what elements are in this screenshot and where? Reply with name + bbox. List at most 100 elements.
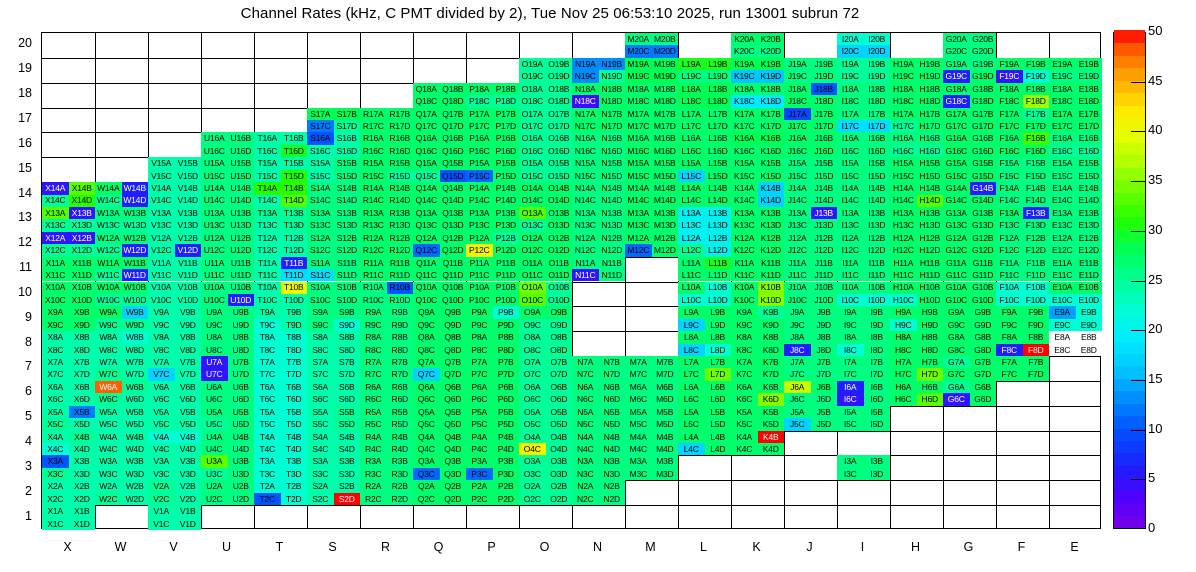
channel-V2D: V2D [174, 492, 201, 506]
heatmap-cell-Q9: Q9A Q9B Q9C Q9D [413, 306, 466, 332]
channel-E18C: E18C [1049, 95, 1076, 108]
channel-Q16D: Q16D [439, 144, 466, 158]
heatmap-cell-J10: J10A J10B J10C J10D [784, 281, 837, 307]
channel-X5B: X5B [68, 405, 95, 419]
channel-T12D: T12D [280, 244, 307, 257]
channel-M16A: M16A [625, 132, 652, 145]
channel-I11A: I11A [837, 256, 864, 270]
channel-X10A: X10A [42, 281, 69, 294]
heatmap-cell-G9: G9A G9B G9C G9D [943, 306, 996, 332]
channel-M5A: M5A [625, 405, 652, 419]
channel-O10C: O10C [519, 293, 546, 307]
channel-G18D: G18D [969, 95, 996, 108]
channel-V14A: V14A [148, 182, 175, 195]
channel-K15A: K15A [731, 157, 758, 170]
heatmap-cell-R14: R14A R14B R14C R14D [360, 182, 413, 207]
colorbar-band [1114, 514, 1145, 528]
channel-K9B: K9B [757, 306, 784, 319]
channel-O6B: O6B [545, 380, 572, 394]
channel-J8C: J8C [784, 343, 811, 357]
channel-G13C: G13C [943, 219, 970, 232]
heatmap-cell-O11: O11A O11B O11C O11D [519, 256, 572, 282]
heatmap-cell-V11: V11A V11B V11C V11D [148, 256, 201, 282]
channel-R10C: R10C [360, 293, 387, 307]
heatmap-cell-W12: W12A W12B W12C W12D [95, 231, 148, 257]
channel-T14D: T14D [280, 194, 307, 207]
channel-R9D: R9D [386, 318, 413, 332]
channel-G14C: G14C [943, 194, 970, 207]
channel-G9D: G9D [969, 318, 996, 332]
channel-Q3D: Q3D [439, 467, 466, 481]
heatmap-cell-W13: W13A W13B W13C W13D [95, 206, 148, 232]
heatmap-cell-F15: F15A F15B F15C F15D [996, 157, 1049, 183]
channel-P6A: P6A [466, 380, 493, 394]
heatmap-cell-J15: J15A J15B J15C J15D [784, 157, 837, 183]
heatmap-cell-Q8: Q8A Q8B Q8C Q8D [413, 331, 466, 357]
channel-N15C: N15C [572, 169, 599, 183]
channel-T6D: T6D [280, 393, 307, 406]
channel-I12B: I12B [863, 231, 890, 245]
channel-N6C: N6C [572, 393, 599, 406]
channel-T13D: T13D [280, 219, 307, 232]
channel-L12A: L12A [678, 231, 705, 245]
channel-X12A: X12A [42, 231, 69, 245]
heatmap-cell-F9: F9A F9B F9C F9D [996, 306, 1049, 332]
heatmap-cell-L12: L12A L12B L12C L12D [678, 231, 731, 257]
heatmap-cell-L6: L6A L6B L6C L6D [678, 380, 731, 406]
channel-T9B: T9B [280, 306, 307, 319]
channel-I14B: I14B [863, 182, 890, 195]
channel-V9C: V9C [148, 318, 175, 332]
channel-W2A: W2A [95, 480, 122, 493]
channel-J14B: J14B [810, 182, 837, 195]
channel-Q9B: Q9B [439, 306, 466, 319]
heatmap-cell-G19: G19A G19B G19C G19D [943, 57, 996, 83]
heatmap-cell-X8: X8A X8B X8C X8D [42, 331, 95, 357]
channel-J13A: J13A [784, 206, 811, 220]
channel-U4B: U4B [227, 430, 254, 444]
channel-J17D: J17D [810, 119, 837, 133]
heatmap-cell-J13: J13A J13B J13C J13D [784, 206, 837, 232]
channel-S3C: S3C [307, 467, 334, 481]
heatmap-cell-G13: G13A G13B G13C G13D [943, 206, 996, 232]
channel-R7A: R7A [360, 356, 387, 369]
channel-F16A: F16A [996, 132, 1023, 145]
channel-I14C: I14C [837, 194, 864, 207]
channel-H19A: H19A [890, 57, 917, 71]
channel-Q9A: Q9A [413, 306, 440, 319]
channel-N6B: N6B [598, 380, 625, 394]
heatmap-cell-R8: R8A R8B R8C R8D [360, 331, 413, 357]
channel-Q2A: Q2A [413, 480, 440, 493]
channel-L19B: L19B [704, 57, 731, 71]
channel-J7D: J7D [810, 368, 837, 381]
channel-J5B: J5B [810, 405, 837, 419]
heatmap-cell-U9: U9A U9B U9C U9D [201, 306, 254, 332]
channel-G9A: G9A [943, 306, 970, 319]
heatmap-cell-K6: K6A K6B K6C K6D [731, 380, 784, 406]
channel-T7B: T7B [280, 356, 307, 369]
channel-Q7C: Q7C [413, 368, 440, 381]
channel-E15C: E15C [1049, 169, 1076, 183]
channel-S17D: S17D [333, 119, 360, 133]
channel-G18C: G18C [943, 95, 970, 108]
channel-M3A: M3A [625, 455, 652, 468]
channel-X10C: X10C [42, 293, 69, 307]
heatmap-cell-N18: N18A N18B N18C N18D [572, 82, 625, 108]
channel-Q18D: Q18D [439, 95, 466, 108]
channel-I6A: I6A [837, 380, 864, 394]
channel-E10C: E10C [1049, 293, 1076, 307]
y-axis-tick-1: 1 [25, 508, 32, 523]
channel-X14C: X14C [42, 194, 69, 207]
heatmap-cell-P3: P3A P3B P3C P3D [466, 455, 519, 481]
channel-E13A: E13A [1049, 206, 1076, 220]
heatmap-cell-S11: S11A S11B S11C S11D [307, 256, 360, 282]
heatmap-cell-Q14: Q14A Q14B Q14C Q14D [413, 182, 466, 207]
channel-V9A: V9A [148, 306, 175, 319]
channel-Q15C: Q15C [413, 169, 440, 183]
channel-U3D: U3D [227, 467, 254, 481]
channel-P13B: P13B [492, 206, 519, 220]
channel-L18B: L18B [704, 82, 731, 96]
channel-M19B: M19B [651, 57, 678, 71]
heatmap-cell-G14: G14A G14B G14C G14D [943, 182, 996, 207]
channel-W3B: W3B [121, 455, 148, 468]
x-axis-tick-M: M [645, 540, 656, 554]
